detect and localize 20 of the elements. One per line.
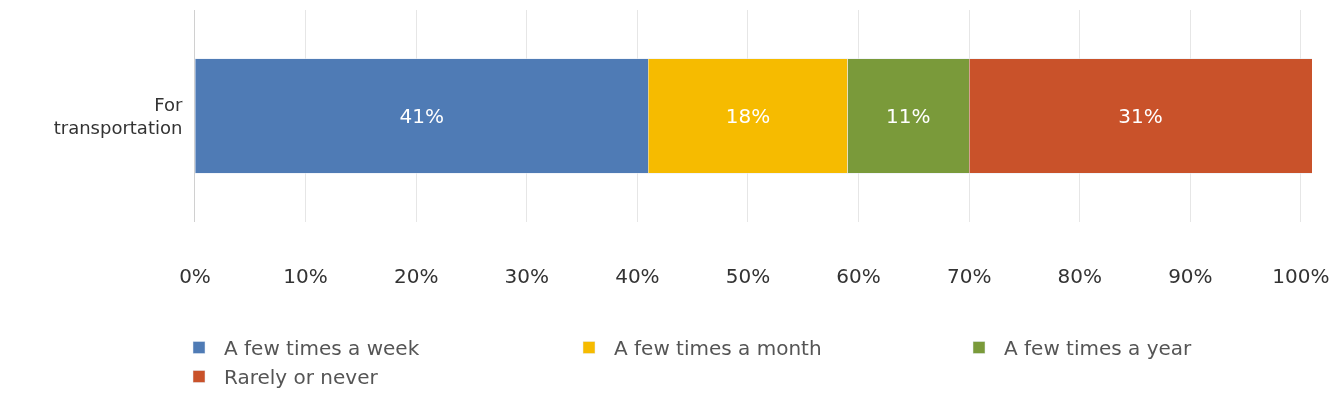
data-label: 31%: [1118, 104, 1163, 128]
x-tick-label: 50%: [725, 264, 771, 288]
data-label: 18%: [725, 104, 771, 128]
x-tick-label: 20%: [393, 264, 439, 288]
legend-label: A few times a week: [224, 336, 420, 361]
legend-label: Rarely or never: [224, 365, 379, 390]
x-tick-label: 40%: [615, 264, 660, 288]
x-tick-label: 30%: [504, 264, 550, 288]
x-tick-label: 100%: [1272, 264, 1330, 288]
x-tick-label: 70%: [946, 264, 992, 288]
data-label: 11%: [886, 104, 931, 128]
x-tick-label: 0%: [179, 264, 211, 288]
x-tick-label: 90%: [1168, 264, 1213, 288]
x-tick-label: 60%: [836, 264, 881, 288]
x-tick-label: 80%: [1057, 264, 1102, 288]
legend-label: A few times a month: [614, 336, 822, 361]
y-tick-label: For transportation: [53, 93, 183, 138]
x-tick-label: 10%: [283, 264, 328, 288]
legend-label: A few times a year: [1004, 336, 1193, 361]
data-label: 41%: [399, 104, 444, 128]
